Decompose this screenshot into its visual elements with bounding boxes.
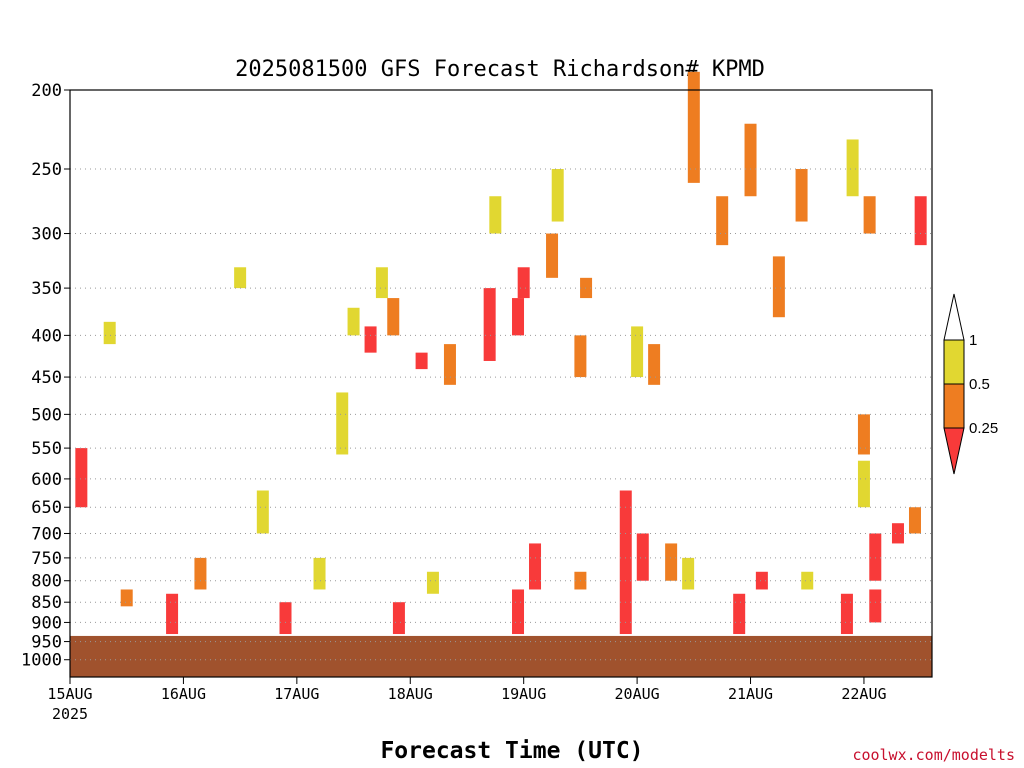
legend-label-0: 1 [969, 332, 977, 349]
y-tick-label-750: 750 [31, 549, 62, 569]
legend-top-arrow [943, 293, 965, 341]
y-tick-label-700: 700 [31, 524, 62, 544]
ri-cell-34 [279, 602, 292, 635]
ri-cell-16 [574, 335, 587, 378]
y-tick-label-200: 200 [31, 81, 62, 101]
ri-cell-39 [529, 543, 542, 590]
ri-cell-41 [619, 490, 632, 635]
color-legend: 1 0.5 0.25 [943, 293, 998, 475]
ri-cell-9 [580, 277, 593, 299]
x-tick-label-3: 18AUG [388, 685, 433, 703]
ri-cell-5 [483, 288, 496, 361]
ri-cell-24 [846, 139, 859, 197]
y-tick-label-800: 800 [31, 572, 62, 592]
y-tick-label-600: 600 [31, 470, 62, 490]
ri-cell-50 [891, 523, 904, 544]
y-tick-label-900: 900 [31, 613, 62, 633]
y-tick-label-850: 850 [31, 593, 62, 613]
ri-cell-43 [665, 543, 678, 581]
y-tick-label-300: 300 [31, 225, 62, 245]
ri-cell-7 [546, 233, 559, 278]
ri-cell-22 [772, 256, 785, 318]
ri-cell-52 [869, 589, 882, 623]
ri-cell-42 [636, 533, 649, 581]
y-tick-label-250: 250 [31, 160, 62, 180]
ri-cell-17 [631, 326, 644, 378]
y-tick-label-1000: 1000 [21, 651, 62, 671]
x-tick-label-4: 19AUG [501, 685, 546, 703]
ri-cell-0 [234, 267, 247, 289]
ri-cell-29 [256, 490, 269, 534]
ground-area [70, 635, 932, 677]
ri-cell-12 [443, 344, 456, 385]
x-tick-label-5: 20AUG [615, 685, 660, 703]
x-tick-sublabel-0: 2025 [52, 705, 88, 723]
ri-cell-28 [857, 460, 870, 508]
y-tick-label-550: 550 [31, 439, 62, 459]
ri-cell-45 [733, 593, 746, 635]
y-tick-label-650: 650 [31, 498, 62, 518]
ri-cell-27 [857, 414, 870, 455]
ri-cell-38 [512, 589, 525, 635]
ri-cell-3 [387, 298, 400, 336]
ri-cell-47 [801, 571, 814, 590]
ri-cell-20 [744, 123, 757, 197]
legend-label-1: 0.5 [969, 376, 990, 393]
chart-title: 2025081500 GFS Forecast Richardson# KPMD [235, 57, 765, 82]
y-tick-label-500: 500 [31, 405, 62, 425]
x-tick-label-1: 16AUG [161, 685, 206, 703]
ri-cell-36 [392, 602, 405, 635]
ri-cell-49 [869, 533, 882, 581]
ri-cell-13 [415, 352, 428, 370]
ri-cell-2 [375, 267, 388, 299]
x-tick-label-0: 15AUG [47, 685, 92, 703]
y-tick-label-950: 950 [31, 633, 62, 653]
y-tick-label-350: 350 [31, 279, 62, 299]
x-tick-label-2: 17AUG [274, 685, 319, 703]
ri-cell-37 [426, 571, 439, 594]
legend-swatch-0 [943, 339, 965, 385]
ri-cell-33 [194, 557, 207, 590]
ri-cell-25 [863, 196, 876, 234]
x-tick-label-7: 22AUG [841, 685, 886, 703]
ri-cell-51 [908, 507, 921, 534]
heatmap-cells [75, 71, 927, 635]
ri-cell-48 [840, 593, 853, 635]
y-tick-label-400: 400 [31, 326, 62, 346]
ri-cell-31 [120, 589, 133, 607]
ri-cell-32 [166, 593, 179, 635]
x-axis: 15AUG 2025 16AUG 17AUG 18AUG 19AUG 20AUG 21AUG 2… [47, 677, 887, 723]
ri-cell-14 [347, 307, 360, 336]
ri-cell-8 [517, 267, 530, 299]
y-tick-label-450: 450 [31, 368, 62, 388]
legend-swatch-1 [943, 383, 965, 429]
x-axis-label: Forecast Time (UTC) [380, 738, 643, 764]
ri-cell-15 [336, 392, 349, 455]
ri-cell-11 [489, 196, 502, 234]
ri-cell-10 [551, 168, 564, 222]
ri-cell-18 [648, 344, 661, 385]
ri-cell-44 [682, 557, 695, 590]
legend-bottom-arrow [943, 427, 965, 475]
ri-cell-1 [103, 321, 116, 345]
ri-cell-35 [313, 557, 326, 590]
ri-cell-21 [716, 196, 729, 246]
ri-cell-4 [364, 326, 377, 353]
ri-cell-46 [755, 571, 768, 590]
y-axis: 200 250 300 350 400 450 500 550 600 650 700 750 8008… [21, 81, 70, 671]
ri-cell-26 [914, 196, 927, 246]
ri-cell-6 [512, 298, 525, 336]
ri-cell-30 [75, 448, 88, 508]
ri-cell-23 [795, 168, 808, 222]
plot-frame [69, 89, 933, 678]
legend-label-2: 0.25 [969, 420, 998, 437]
x-tick-label-6: 21AUG [728, 685, 773, 703]
credit-text: coolwx.com/modelts [852, 746, 1015, 764]
ri-cell-19 [687, 71, 700, 183]
